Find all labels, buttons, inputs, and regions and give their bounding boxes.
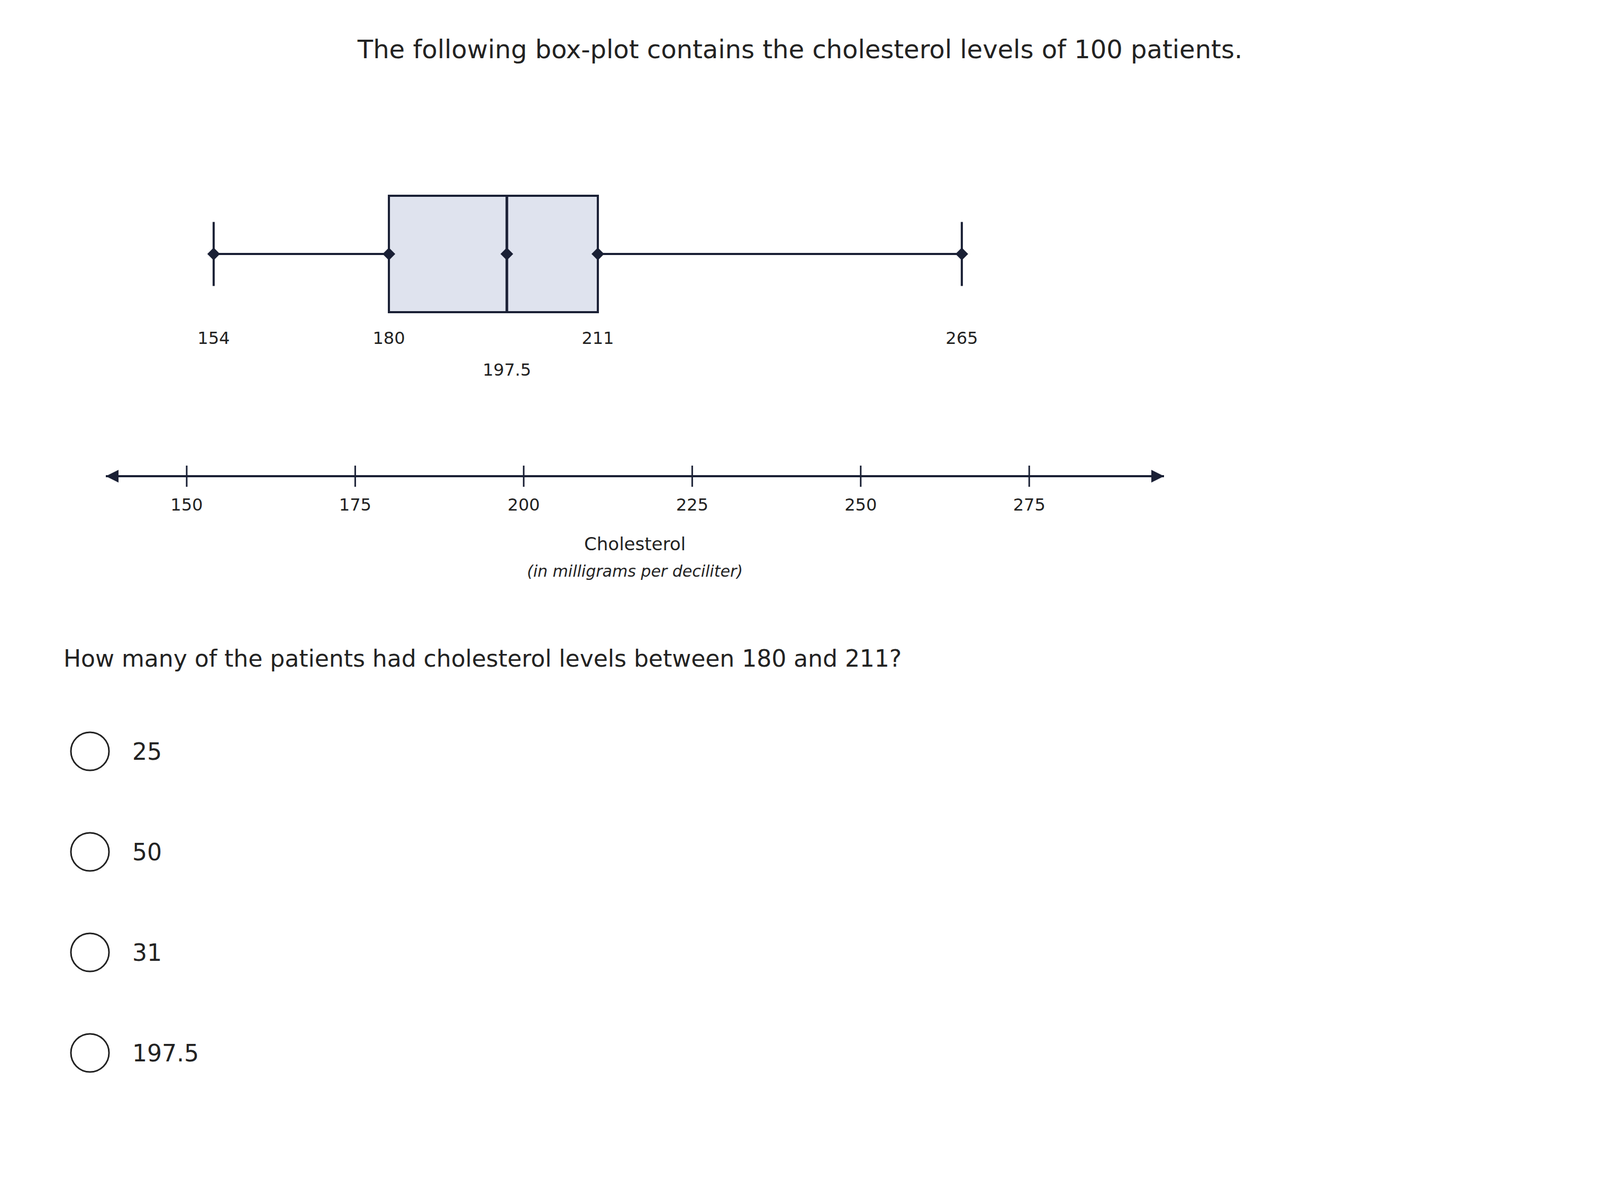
whisker [213,252,389,256]
background [0,0,1600,1200]
tick-label: 250 [844,494,877,515]
tick [185,465,188,487]
whisker [597,252,962,256]
option-label: 197.5 [132,1039,199,1067]
axis-label: Cholesterol [584,533,686,555]
option-label: 25 [132,738,162,766]
option-label: 50 [132,838,162,866]
option-label: 31 [132,939,162,967]
tick-label: 175 [339,494,372,515]
point-marker [591,247,605,261]
tick [1028,465,1031,487]
tick-label: 200 [507,494,540,515]
tick-label: 225 [676,494,709,515]
tick-label: 275 [1013,494,1046,515]
option-radio [70,933,109,972]
tick [354,465,357,487]
axis-label: (in milligrams per deciliter) [526,561,743,581]
data-label: 211 [581,328,614,349]
axis-line [105,475,1165,478]
point-marker [500,247,514,261]
tick [859,465,862,487]
data-label: 265 [945,328,978,349]
axis-arrow [1151,469,1165,483]
axis-arrow [105,469,119,483]
question: How many of the patients had cholesterol… [63,644,902,672]
point-marker [207,247,221,261]
tick [522,465,525,487]
point-marker [955,247,969,261]
point-marker [382,247,396,261]
box-plot [213,195,962,313]
tick-label: 150 [170,494,203,515]
box [388,195,598,313]
tick [691,465,694,487]
option-radio [70,832,109,871]
option-radio [70,1033,109,1072]
data-label: 180 [372,328,405,349]
option-radio [70,732,109,771]
title: The following box-plot contains the chol… [357,34,1243,65]
data-label: 197.5 [482,359,532,380]
data-label: 154 [197,328,230,349]
